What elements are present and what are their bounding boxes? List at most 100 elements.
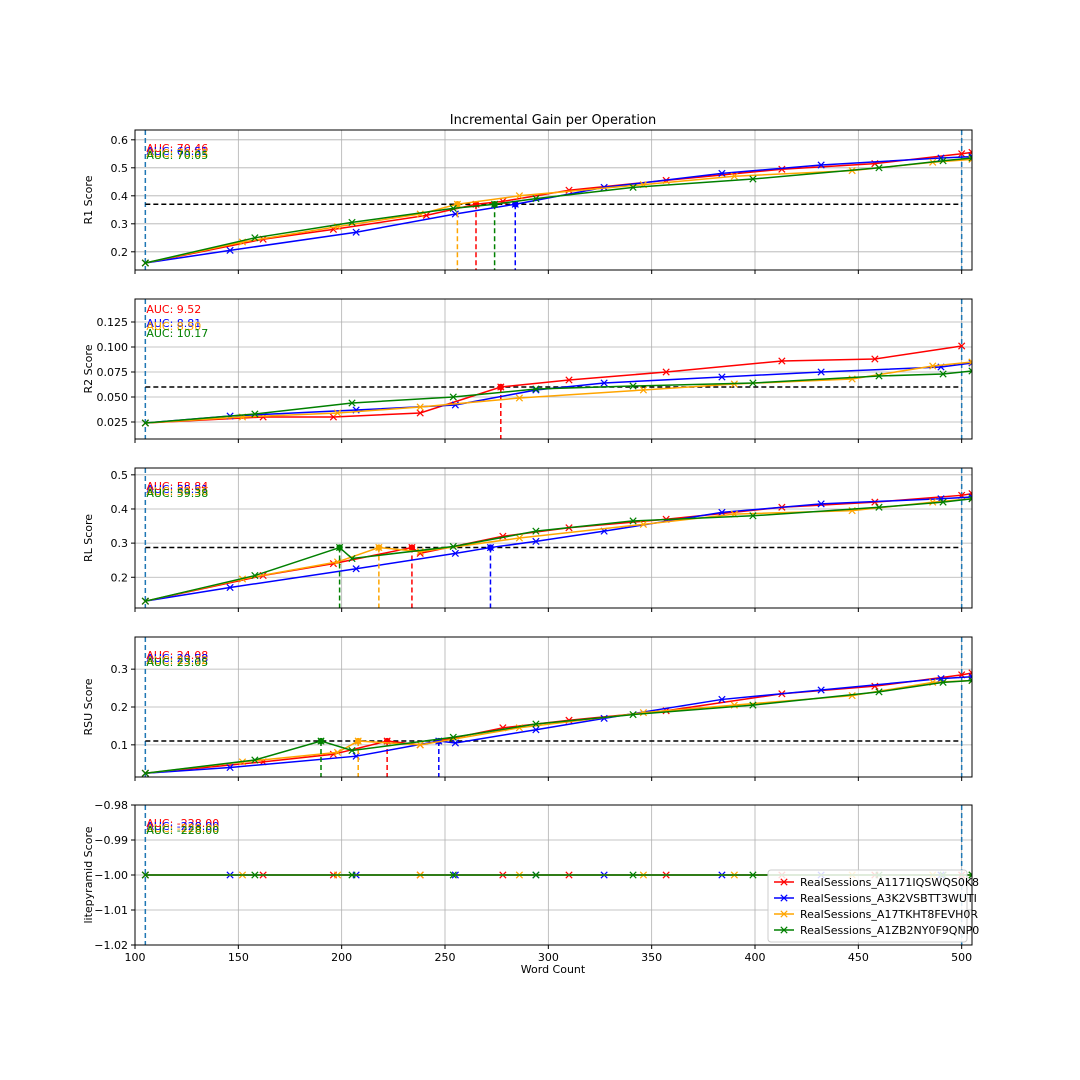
crossing-marker-green xyxy=(317,737,325,745)
data-point-green xyxy=(875,164,883,172)
legend-box xyxy=(767,869,968,943)
data-point-orange xyxy=(730,172,738,180)
axes-frame xyxy=(134,804,973,946)
data-point-green xyxy=(532,527,540,535)
y-tick-label: 0.100 xyxy=(97,341,129,354)
axes-frame xyxy=(134,129,973,271)
data-point-red xyxy=(329,559,338,568)
legend-item-blue: RealSessions_A3K2VSBTT3WUTI xyxy=(774,892,977,905)
data-point-orange xyxy=(929,362,937,370)
data-point-orange xyxy=(968,155,972,164)
auc-label-blue: AUC: 55.51 xyxy=(146,483,208,496)
data-point-green xyxy=(449,871,457,879)
legend-label: RealSessions_A3K2VSBTT3WUTI xyxy=(800,892,977,905)
series-line-blue xyxy=(145,496,972,602)
data-point-blue xyxy=(817,500,825,508)
y-tick-label: 0.2 xyxy=(111,246,129,259)
x-tick-label: 350 xyxy=(641,951,662,964)
legend-label: RealSessions_A1ZB2NY0F9QNP0 xyxy=(800,924,979,937)
legend-label: RealSessions_A17TKHT8FEVH0R xyxy=(800,908,978,921)
data-point-green xyxy=(629,382,637,390)
y-tick-label: 0.3 xyxy=(111,537,129,550)
x-tick-label: 500 xyxy=(951,951,972,964)
data-point-green xyxy=(629,183,637,192)
y-axis-label: RSU Score xyxy=(82,678,95,735)
plot-area xyxy=(141,299,972,439)
data-point-green xyxy=(141,871,149,879)
data-point-orange xyxy=(416,210,424,218)
x-tick-label: 150 xyxy=(228,951,249,964)
data-point-blue xyxy=(532,537,540,546)
data-point-green xyxy=(532,194,540,203)
data-point-green xyxy=(749,701,757,709)
y-tick-label: 0.3 xyxy=(111,663,129,676)
crossing-marker-blue xyxy=(487,544,494,551)
data-point-green xyxy=(532,720,540,728)
auc-label-green: AUC: 23.05 xyxy=(146,656,208,669)
auc-label-orange: AUC: -228.00 xyxy=(146,822,219,835)
y-tick-label: 0.050 xyxy=(97,391,129,404)
data-point-green xyxy=(251,871,259,879)
y-tick-label: −1.01 xyxy=(94,904,128,917)
data-point-green xyxy=(939,157,947,165)
data-point-green xyxy=(251,234,259,242)
data-point-red xyxy=(662,368,670,376)
y-axis-label: R1 Score xyxy=(82,175,95,224)
auc-label-red: AUC: 70.46 xyxy=(146,142,208,155)
data-point-green xyxy=(141,597,149,605)
series-line-red xyxy=(145,151,972,264)
data-point-orange xyxy=(515,192,524,200)
auc-label-orange: AUC: 8.50 xyxy=(146,320,201,333)
series-line-orange xyxy=(145,361,972,424)
data-point-green xyxy=(749,871,757,879)
data-point-red xyxy=(565,186,573,194)
data-point-red xyxy=(871,355,879,363)
data-point-blue xyxy=(718,695,726,704)
auc-label-orange: AUC: 23.12 xyxy=(146,654,208,667)
data-point-red xyxy=(565,376,573,384)
data-point-blue xyxy=(532,386,540,394)
data-point-blue xyxy=(937,674,945,683)
data-point-green xyxy=(875,688,883,696)
series-line-green xyxy=(145,157,972,264)
x-tick-label: 200 xyxy=(331,951,352,964)
data-point-green xyxy=(532,385,540,393)
auc-label-green: AUC: 70.05 xyxy=(146,149,208,162)
plot-area xyxy=(141,637,972,777)
axes-frame xyxy=(134,636,973,778)
data-point-orange xyxy=(848,692,856,700)
x-tick-label: 250 xyxy=(435,951,456,964)
series-line-orange xyxy=(145,497,972,602)
data-point-blue xyxy=(226,246,234,255)
data-point-green xyxy=(348,218,356,227)
y-tick-label: −0.98 xyxy=(94,799,128,812)
auc-label-blue: AUC: 8.81 xyxy=(146,317,201,330)
y-tick-label: −1.02 xyxy=(94,939,128,952)
data-point-green xyxy=(449,393,457,401)
data-point-blue xyxy=(600,714,608,722)
data-point-green xyxy=(532,871,540,879)
auc-label-red: AUC: 58.84 xyxy=(146,480,208,493)
data-point-orange xyxy=(639,709,648,717)
data-point-blue xyxy=(718,373,726,381)
auc-label-orange: AUC: 59.36 xyxy=(146,485,208,498)
data-point-green xyxy=(251,756,259,764)
series-line-green xyxy=(145,497,972,602)
y-tick-label: 0.3 xyxy=(111,218,129,231)
crossing-marker-orange xyxy=(375,544,383,551)
data-point-blue xyxy=(817,161,825,169)
x-tick-label: 100 xyxy=(125,951,146,964)
auc-label-red: AUC: -228.00 xyxy=(146,817,219,830)
y-tick-label: −0.99 xyxy=(94,834,128,847)
data-point-red xyxy=(778,357,786,365)
data-point-green xyxy=(968,367,972,375)
data-point-green xyxy=(141,419,149,427)
data-point-orange xyxy=(968,358,972,366)
data-point-green xyxy=(348,554,356,563)
legend-item-red: RealSessions_A1171IQSWQS0K8 xyxy=(774,876,979,889)
x-tick-label: 400 xyxy=(745,951,766,964)
auc-label-green: AUC: 59.38 xyxy=(146,487,208,500)
x-tick-label: 300 xyxy=(538,951,559,964)
